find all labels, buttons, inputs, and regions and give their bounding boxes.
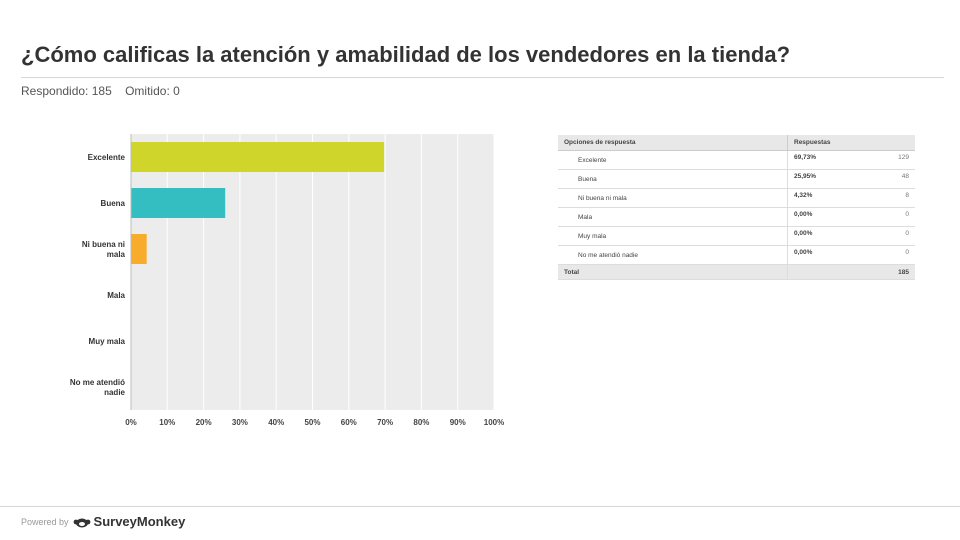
table-total-row: Total 185 <box>558 264 915 280</box>
option-label: Mala <box>558 207 788 227</box>
total-label: Total <box>558 264 788 280</box>
category-label-line: Buena <box>101 199 126 208</box>
x-tick-label: 70% <box>377 418 393 427</box>
x-tick-label: 10% <box>159 418 175 427</box>
bar <box>131 188 226 218</box>
option-count: 0 <box>905 249 909 256</box>
option-count: 0 <box>905 230 909 237</box>
y-category-label: Mala <box>107 291 125 300</box>
category-label-line: No me atendió <box>70 378 125 387</box>
table-row: Muy mala 0,00% 0 <box>558 226 915 246</box>
category-label-line: Ni buena ni <box>82 240 125 249</box>
category-label-line: Mala <box>107 291 125 300</box>
title-divider <box>21 77 944 78</box>
x-tick-label: 100% <box>484 418 504 427</box>
responses-table: Opciones de respuesta Respuestas Excelen… <box>558 135 915 280</box>
category-label-line: nadie <box>104 388 125 397</box>
bar <box>131 234 147 264</box>
option-count: 8 <box>905 192 909 199</box>
option-label: Buena <box>558 169 788 189</box>
option-count: 129 <box>898 154 909 161</box>
table-header-row: Opciones de respuesta Respuestas <box>558 135 915 151</box>
monkey-logo-icon <box>73 518 90 527</box>
option-label: No me atendió nadie <box>558 245 788 265</box>
option-label: Excelente <box>558 150 788 170</box>
option-count: 0 <box>905 211 909 218</box>
option-percent: 0,00% <box>794 249 813 256</box>
total-value: 185 <box>787 264 915 280</box>
y-category-label: Muy mala <box>89 337 126 346</box>
powered-by-label: Powered by <box>21 516 69 527</box>
x-tick-label: 50% <box>304 418 320 427</box>
response-summary: Respondido: 185 Omitido: 0 <box>21 84 190 98</box>
x-tick-label: 90% <box>450 418 466 427</box>
x-tick-label: 30% <box>232 418 248 427</box>
skipped-count: Omitido: 0 <box>125 84 180 98</box>
x-tick-label: 40% <box>268 418 284 427</box>
category-label-line: mala <box>107 250 126 259</box>
x-tick-label: 0% <box>125 418 137 427</box>
surveymonkey-logo: SurveyMonkey <box>73 514 186 529</box>
option-percent: 25,95% <box>794 173 817 180</box>
y-category-label: Excelente <box>88 153 126 162</box>
table-row: Mala 0,00% 0 <box>558 207 915 227</box>
x-tick-label: 20% <box>196 418 212 427</box>
y-category-label: Ni buena ni mala <box>82 240 126 259</box>
answered-count: Respondido: 185 <box>21 84 112 98</box>
option-percent: 0,00% <box>794 230 813 237</box>
x-tick-label: 60% <box>341 418 357 427</box>
option-label: Ni buena ni mala <box>558 188 788 208</box>
footer: Powered by SurveyMonkey <box>21 514 185 529</box>
table-row: Ni buena ni mala 4,32% 8 <box>558 188 915 208</box>
table-row: No me atendió nadie 0,00% 0 <box>558 245 915 265</box>
bar <box>131 142 385 172</box>
footer-divider <box>0 506 960 507</box>
option-label: Muy mala <box>558 226 788 246</box>
brand-name: SurveyMonkey <box>93 514 186 529</box>
header-responses: Respuestas <box>787 135 915 151</box>
option-percent: 4,32% <box>794 192 813 199</box>
y-category-label: No me atendió nadie <box>70 378 126 397</box>
table-row: Excelente 69,73% 129 <box>558 150 915 170</box>
option-count: 48 <box>901 173 909 180</box>
category-label-line: Muy mala <box>89 337 126 346</box>
option-percent: 0,00% <box>794 211 813 218</box>
category-label-line: Excelente <box>88 153 126 162</box>
x-tick-label: 80% <box>413 418 429 427</box>
option-percent: 69,73% <box>794 154 817 161</box>
y-category-label: Buena <box>101 199 126 208</box>
header-options: Opciones de respuesta <box>558 135 788 151</box>
question-title: ¿Cómo calificas la atención y amabilidad… <box>21 42 791 67</box>
table-row: Buena 25,95% 48 <box>558 169 915 189</box>
